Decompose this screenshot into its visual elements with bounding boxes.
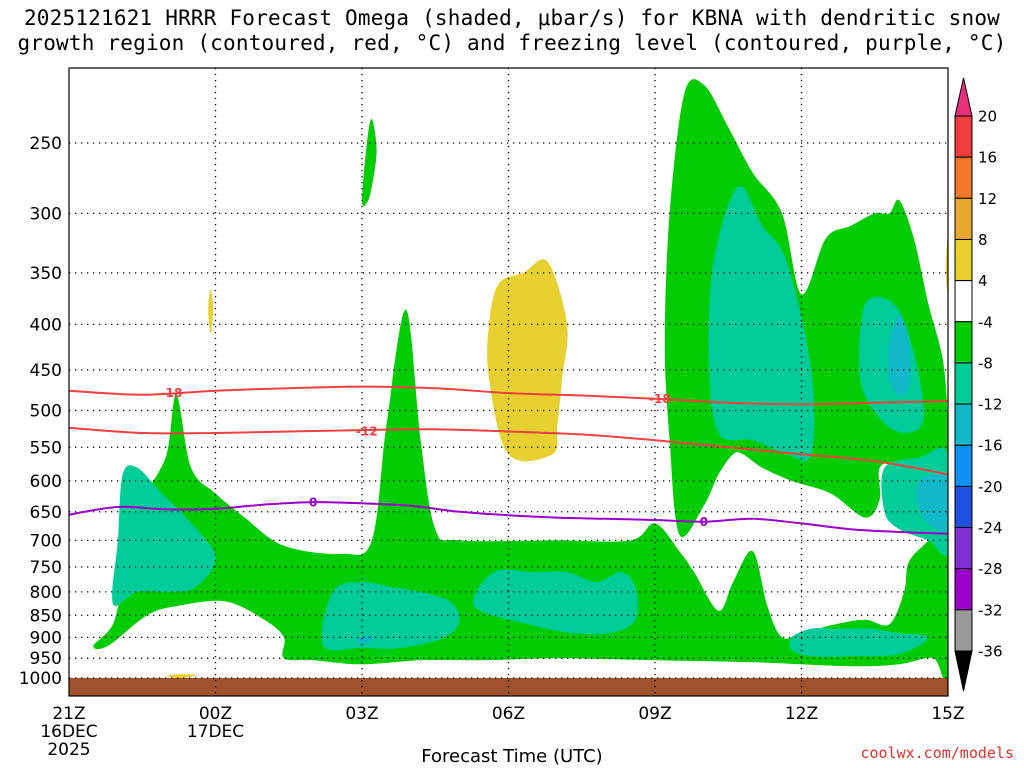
x-tick-line: 12Z [785,704,818,724]
y-tick-label-600: 600 [30,472,62,492]
x-tick-line: 16DEC [40,722,97,742]
y-axis-ticks: 2503003504004505005506006507007508008509… [19,134,62,689]
y-tick-label-300: 300 [30,204,62,224]
contour-line-1 [68,426,949,476]
omega-region-_12_to_8-2 [473,569,638,635]
y-tick-label-850: 850 [30,606,62,626]
omega-region-_12_to_8-1 [321,581,460,651]
y-tick-label-950: 950 [30,649,62,669]
contour-label-0: -18 [161,386,183,400]
colorbar-label-8: -16 [978,437,1003,455]
colorbar-swatch-0 [954,115,973,158]
colorbar-label-4: 4 [978,272,988,290]
y-tick-label-250: 250 [30,134,62,154]
x-tick-label-15: 12Z [785,704,818,724]
omega-region-_12_to_8-3 [708,185,815,462]
colorbar-label-9: -20 [978,478,1003,496]
colorbar-bottom-arrow [954,650,973,692]
colorbar-swatch-7 [954,403,973,446]
colorbar-label-11: -28 [978,560,1003,578]
contour-label-4: 0 [700,515,708,529]
colorbar-label-10: -24 [978,519,1003,537]
x-tick-label-9: 06Z [492,704,525,724]
colorbar-label-0: 20 [978,108,997,126]
y-tick-label-800: 800 [30,583,62,603]
omega-region-_16_to_12-1 [916,472,948,533]
y-tick-label-1000: 1000 [19,669,62,689]
colorbar-label-12: -32 [978,601,1003,619]
x-tick-line: 2025 [47,740,90,760]
contour-layer [68,385,949,535]
x-tick-label-12: 09Z [638,704,671,724]
x-tick-label-18: 15Z [931,704,964,724]
y-tick-label-400: 400 [30,315,62,335]
colorbar-swatch-9 [954,485,973,529]
colorbar-swatch-10 [954,527,973,570]
colorbar-swatch-4 [954,280,973,323]
colorbar-swatch-3 [954,238,973,282]
colorbar-label-6: -8 [978,354,993,372]
omega-region-_16_to_12-0 [888,314,911,396]
x-axis-label: Forecast Time (UTC) [421,746,603,767]
colorbar-label-7: -12 [978,396,1003,414]
y-tick-label-900: 900 [30,628,62,648]
x-tick-line: 17DEC [187,722,244,742]
colorbar-label-2: 12 [978,190,997,208]
colorbar-label-5: -4 [978,313,993,331]
plot-frame [68,67,949,697]
y-tick-label-450: 450 [30,361,62,381]
x-axis-ticks: 21Z 16DEC 2025 00Z 17DEC 03Z 06Z 09Z 12Z 15Z [40,704,964,760]
colorbar: 20 16 12 8 4 -4 -8 -12 -16 -20 -24 -28 -32 -36 [954,77,1003,692]
contour-label-2: -18 [649,392,671,406]
x-tick-label-6: 03Z [345,704,378,724]
y-tick-label-700: 700 [30,531,62,551]
contour-label-1: -12 [356,424,378,438]
y-tick-label-500: 500 [30,402,62,422]
omega-region-_12_to_8-5 [881,447,948,557]
y-tick-label-550: 550 [30,438,62,458]
contour-label-3: 0 [309,496,317,510]
contour-label-layer: -18 -12 -18 0 0 [161,386,708,529]
x-tick-line: 00Z [199,704,232,724]
chart-title: 2025121621 HRRR Forecast Omega (shaded, … [0,6,1024,56]
y-tick-label-350: 350 [30,264,62,284]
omega-region-_8_to_4-0 [93,309,948,686]
x-tick-line: 03Z [345,704,378,724]
x-tick-line: 21Z [52,704,85,724]
colorbar-label-13: -36 [978,643,1003,661]
x-tick-line: 09Z [638,704,671,724]
colorbar-swatch-5 [954,321,973,364]
x-tick-line: 15Z [931,704,964,724]
y-tick-label-750: 750 [30,558,62,578]
omega-region-_12_to_8-6 [789,628,929,657]
colorbar-swatch-1 [954,156,973,199]
grid-layer [69,68,948,696]
contour-line-0 [68,385,949,406]
x-tick-line: 06Z [492,704,525,724]
colorbar-swatch-8 [954,444,973,487]
chart-title-line1: 2025121621 HRRR Forecast Omega (shaded, … [23,6,1001,30]
colorbar-swatch-6 [954,362,973,405]
colorbar-swatch-2 [954,197,973,240]
colorbar-swatch-12 [954,609,973,652]
omega-region-_12_to_8-0 [112,465,216,607]
colorbar-swatch-11 [954,568,973,611]
contour-line-2 [68,501,949,535]
omega-region-_8_to_4-2 [362,119,377,207]
colorbar-top-arrow [954,77,973,117]
omega-region-4_to_8-1 [208,289,214,334]
colorbar-label-1: 16 [978,149,997,167]
omega-region-4_to_8-2 [166,674,196,679]
y-tick-label-650: 650 [30,503,62,523]
colorbar-label-3: 8 [978,231,988,249]
omega-region-_16_to_12-2 [356,635,372,644]
chart-title-line2: growth region (contoured, red, °C) and f… [17,31,1007,55]
x-tick-label-0: 21Z 16DEC 2025 [40,704,97,760]
omega-shading-layer [93,79,948,686]
credit-link[interactable]: coolwx.com/models [860,744,1014,762]
x-tick-label-3: 00Z 17DEC [187,704,244,742]
